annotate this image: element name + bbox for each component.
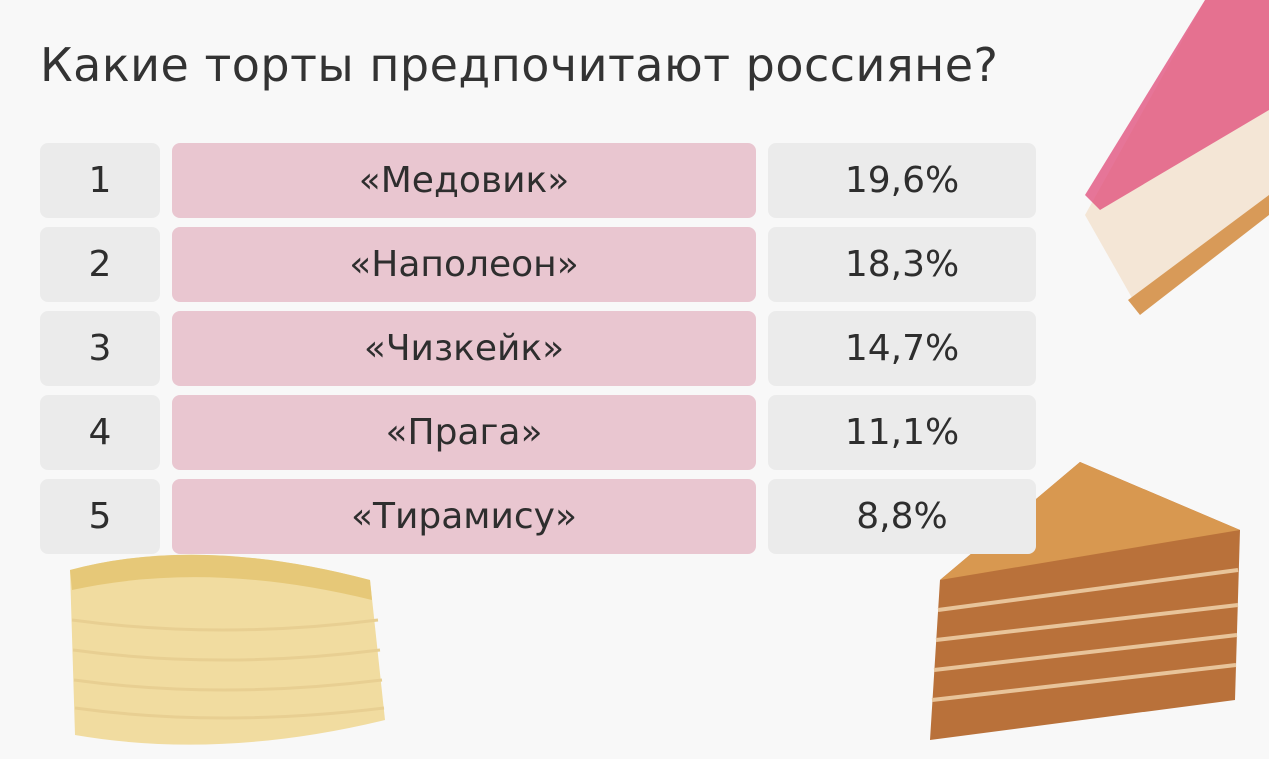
rank-cell: 2 [40, 227, 160, 302]
share-cell: 11,1% [768, 395, 1036, 470]
cake-name-cell: «Тирамису» [172, 479, 756, 554]
title: Какие торты предпочитают россияне? [40, 38, 999, 92]
cake-name-cell: «Прага» [172, 395, 756, 470]
cake-name-cell: «Медовик» [172, 143, 756, 218]
rank-cell: 5 [40, 479, 160, 554]
cake-name-cell: «Наполеон» [172, 227, 756, 302]
cheesecake-swirl [1085, 0, 1269, 210]
share-cell: 8,8% [768, 479, 1036, 554]
rank-cell: 1 [40, 143, 160, 218]
rank-cell: 3 [40, 311, 160, 386]
cake-name-cell: «Чизкейк» [172, 311, 756, 386]
napoleon [70, 554, 385, 745]
share-cell: 19,6% [768, 143, 1036, 218]
share-cell: 18,3% [768, 227, 1036, 302]
cheesecake-crust [1128, 195, 1269, 315]
share-cell: 14,7% [768, 311, 1036, 386]
rank-cell: 4 [40, 395, 160, 470]
